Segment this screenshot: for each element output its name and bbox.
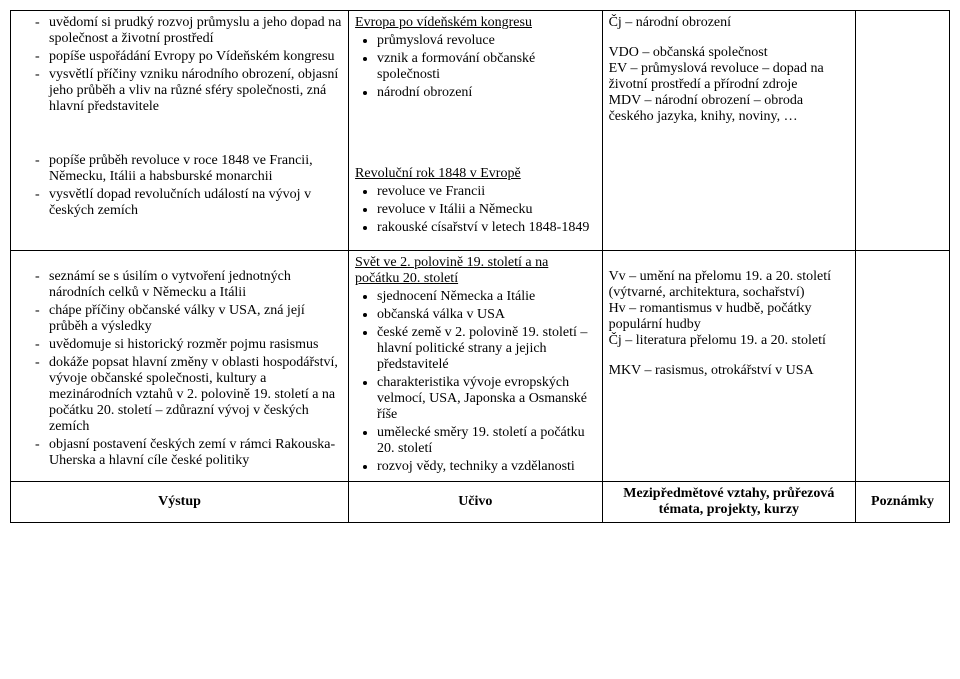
list-item: chápe příčiny občanské války v USA, zná … [35, 303, 342, 335]
dot-list: revoluce ve Francii revoluce v Itálii a … [355, 184, 596, 236]
header-vystup: Výstup [11, 482, 349, 523]
cell-poznamky [856, 251, 950, 482]
list-item: umělecké směry 19. století a počátku 20.… [377, 425, 596, 457]
relation-line: Čj – literatura přelomu 19. a 20. stolet… [609, 333, 850, 349]
dash-list: uvědomí si prudký rozvoj průmyslu a jeho… [17, 15, 342, 115]
list-item: dokáže popsat hlavní změny v oblasti hos… [35, 355, 342, 435]
list-item: průmyslová revoluce [377, 33, 596, 49]
list-item: rozvoj vědy, techniky a vzdělanosti [377, 459, 596, 475]
list-item: vysvětlí příčiny vzniku národního obroze… [35, 67, 342, 115]
section-title: Svět ve 2. polovině 19. století a na poč… [355, 255, 596, 287]
list-item: české země v 2. polovině 19. století – h… [377, 325, 596, 373]
header-vztahy: Mezipředmětové vztahy, průřezová témata,… [602, 482, 856, 523]
table-row: uvědomí si prudký rozvoj průmyslu a jeho… [11, 11, 950, 251]
table-header-row: Výstup Učivo Mezipředmětové vztahy, průř… [11, 482, 950, 523]
list-item: popíše průběh revoluce v roce 1848 ve Fr… [35, 153, 342, 185]
list-item: sjednocení Německa a Itálie [377, 289, 596, 305]
header-ucivo: Učivo [349, 482, 603, 523]
cell-vystup: seznámí se s úsilím o vytvoření jednotný… [11, 251, 349, 482]
dash-list: seznámí se s úsilím o vytvoření jednotný… [17, 269, 342, 469]
relation-line: Hv – romantismus v hudbě, počátky populá… [609, 301, 850, 333]
list-item: objasní postavení českých zemí v rámci R… [35, 437, 342, 469]
list-item: rakouské císařství v letech 1848-1849 [377, 220, 596, 236]
relation-line: Čj – národní obrození [609, 15, 850, 31]
list-item: uvědomí si prudký rozvoj průmyslu a jeho… [35, 15, 342, 47]
dash-list: popíše průběh revoluce v roce 1848 ve Fr… [17, 153, 342, 219]
cell-vystup: uvědomí si prudký rozvoj průmyslu a jeho… [11, 11, 349, 251]
list-item: revoluce v Itálii a Německu [377, 202, 596, 218]
cell-poznamky [856, 11, 950, 251]
list-item: charakteristika vývoje evropských velmoc… [377, 375, 596, 423]
curriculum-table: uvědomí si prudký rozvoj průmyslu a jeho… [10, 10, 950, 523]
cell-ucivo: Evropa po vídeňském kongresu průmyslová … [349, 11, 603, 251]
cell-vztahy: Čj – národní obrození VDO – občanská spo… [602, 11, 856, 251]
cell-ucivo: Svět ve 2. polovině 19. století a na poč… [349, 251, 603, 482]
table-row: seznámí se s úsilím o vytvoření jednotný… [11, 251, 950, 482]
list-item: vznik a formování občanské společnosti [377, 51, 596, 83]
relation-line: MDV – národní obrození – obroda českého … [609, 93, 850, 125]
relation-line: EV – průmyslová revoluce – dopad na živo… [609, 61, 850, 93]
header-poznamky: Poznámky [856, 482, 950, 523]
list-item: uvědomuje si historický rozměr pojmu ras… [35, 337, 342, 353]
list-item: národní obrození [377, 85, 596, 101]
relation-line: Vv – umění na přelomu 19. a 20. století … [609, 269, 850, 301]
section-title: Revoluční rok 1848 v Evropě [355, 166, 596, 182]
section-title: Evropa po vídeňském kongresu [355, 15, 596, 31]
dot-list: průmyslová revoluce vznik a formování ob… [355, 33, 596, 101]
list-item: revoluce ve Francii [377, 184, 596, 200]
list-item: občanská válka v USA [377, 307, 596, 323]
list-item: vysvětlí dopad revolučních událostí na v… [35, 187, 342, 219]
dot-list: sjednocení Německa a Itálie občanská vál… [355, 289, 596, 475]
relation-line: VDO – občanská společnost [609, 45, 850, 61]
list-item: popíše uspořádání Evropy po Vídeňském ko… [35, 49, 342, 65]
list-item: seznámí se s úsilím o vytvoření jednotný… [35, 269, 342, 301]
relation-line: MKV – rasismus, otrokářství v USA [609, 363, 850, 379]
cell-vztahy: Vv – umění na přelomu 19. a 20. století … [602, 251, 856, 482]
